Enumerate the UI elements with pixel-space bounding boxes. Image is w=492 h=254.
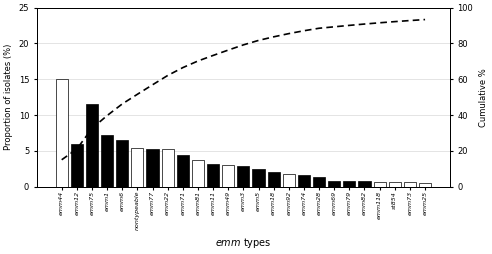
Bar [207,164,219,187]
Bar [343,181,355,187]
Bar [328,181,340,187]
Bar [373,182,386,187]
Bar [101,135,113,187]
Bar [86,104,98,187]
Bar [283,174,295,187]
Bar [222,165,234,187]
X-axis label: $\it{emm}$ types: $\it{emm}$ types [215,236,272,250]
Bar [116,140,128,187]
Y-axis label: Proportion of isolates (%): Proportion of isolates (%) [4,44,13,150]
Bar [404,182,416,187]
Bar [147,149,158,187]
Bar [298,175,310,187]
Bar [71,144,83,187]
Bar [313,177,325,187]
Bar [192,160,204,187]
Bar [56,79,68,187]
Bar [359,181,370,187]
Bar [419,183,431,187]
Bar [161,149,174,187]
Bar [237,166,249,187]
Bar [177,155,189,187]
Bar [252,169,265,187]
Bar [131,148,144,187]
Y-axis label: Cumulative %: Cumulative % [479,68,488,126]
Bar [268,172,280,187]
Bar [389,182,401,187]
